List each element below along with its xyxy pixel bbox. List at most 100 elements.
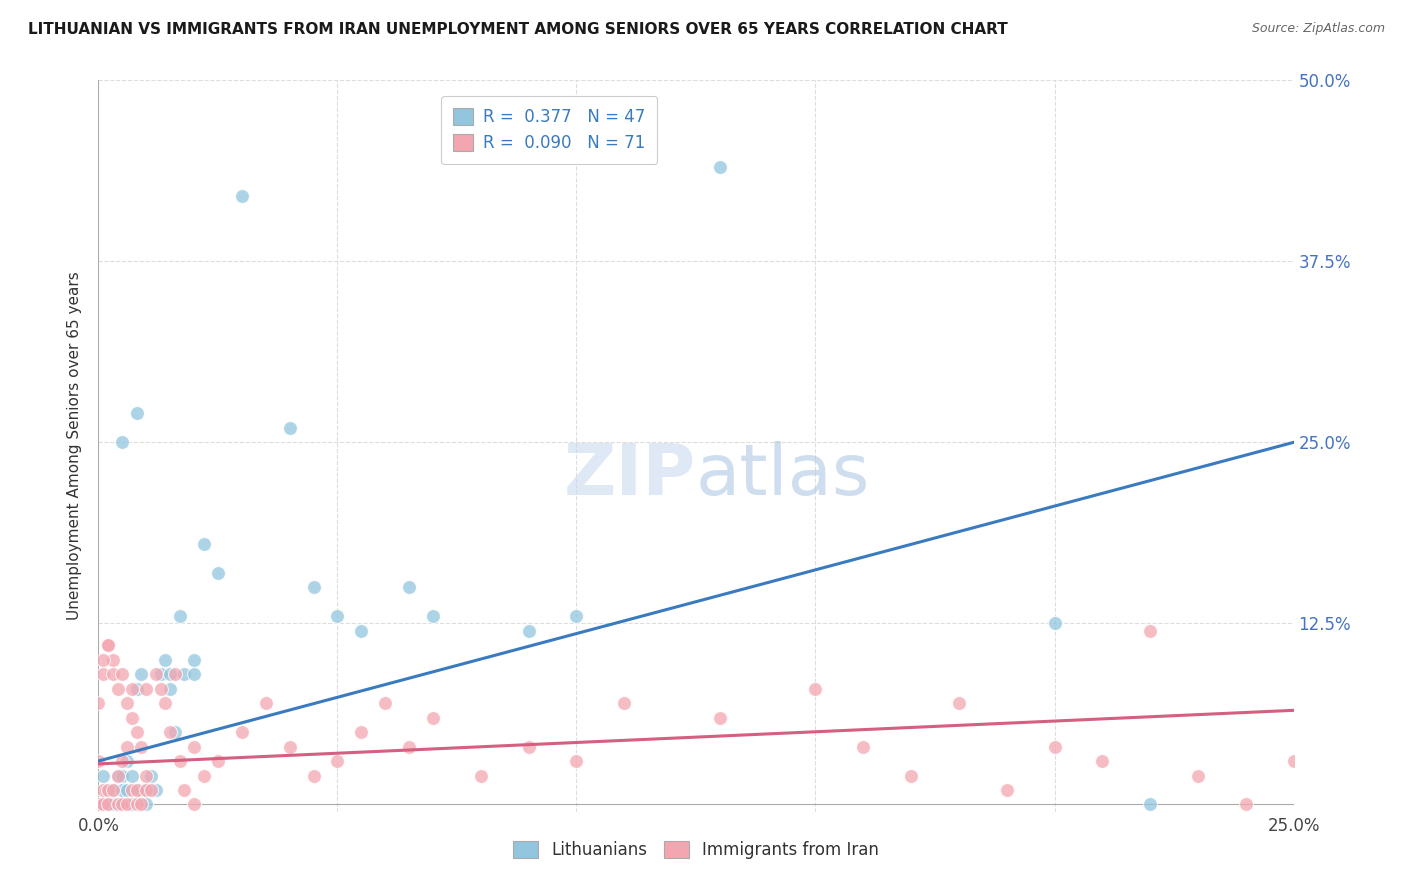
Point [278, 421, 301, 435]
Point [517, 624, 540, 638]
Point [91, 797, 114, 812]
Point [97, 797, 120, 812]
Point [115, 754, 138, 768]
Point [101, 653, 124, 667]
Point [804, 681, 827, 696]
Point [97, 783, 120, 797]
Point [111, 797, 134, 812]
Point [183, 739, 205, 754]
Point [193, 768, 215, 782]
Point [135, 768, 157, 782]
Legend: Lithuanians, Immigrants from Iran: Lithuanians, Immigrants from Iran [506, 834, 886, 865]
Point [565, 609, 588, 624]
Point [125, 681, 148, 696]
Point [155, 696, 177, 710]
Point [149, 667, 172, 681]
Point [1043, 616, 1066, 631]
Point [159, 725, 181, 739]
Point [91, 667, 114, 681]
Point [115, 696, 138, 710]
Point [159, 667, 181, 681]
Point [169, 609, 191, 624]
Point [125, 725, 148, 739]
Point [422, 609, 444, 624]
Point [163, 725, 186, 739]
Point [131, 739, 153, 754]
Point [121, 681, 143, 696]
Point [183, 797, 205, 812]
Point [111, 783, 134, 797]
Point [145, 783, 167, 797]
Point [398, 739, 420, 754]
Point [97, 797, 120, 812]
Point [183, 653, 205, 667]
Point [1234, 797, 1257, 812]
Point [326, 754, 349, 768]
Point [91, 783, 114, 797]
Point [111, 754, 134, 768]
Point [1187, 768, 1209, 782]
Point [159, 681, 181, 696]
Point [565, 754, 588, 768]
Point [97, 638, 120, 652]
Point [207, 566, 229, 580]
Point [1139, 624, 1161, 638]
Point [107, 681, 129, 696]
Point [87, 754, 110, 768]
Point [1043, 739, 1066, 754]
Point [163, 667, 186, 681]
Point [115, 797, 138, 812]
Point [254, 696, 277, 710]
Point [101, 797, 124, 812]
Text: Source: ZipAtlas.com: Source: ZipAtlas.com [1251, 22, 1385, 36]
Point [302, 768, 325, 782]
Point [107, 797, 129, 812]
Point [1091, 754, 1114, 768]
Point [101, 783, 124, 797]
Point [121, 797, 143, 812]
Point [125, 406, 148, 420]
Point [107, 768, 129, 782]
Point [398, 580, 420, 594]
Point [231, 725, 253, 739]
Point [111, 768, 134, 782]
Point [101, 783, 124, 797]
Point [91, 797, 114, 812]
Point [135, 783, 157, 797]
Point [995, 783, 1018, 797]
Point [173, 783, 195, 797]
Point [278, 739, 301, 754]
Point [900, 768, 922, 782]
Point [131, 783, 153, 797]
Point [207, 754, 229, 768]
Point [115, 739, 138, 754]
Point [101, 667, 124, 681]
Point [183, 667, 205, 681]
Point [87, 696, 110, 710]
Point [231, 189, 253, 203]
Point [1282, 754, 1305, 768]
Point [131, 797, 153, 812]
Point [852, 739, 875, 754]
Point [145, 667, 167, 681]
Point [121, 768, 143, 782]
Point [87, 797, 110, 812]
Point [374, 696, 396, 710]
Point [121, 710, 143, 724]
Point [155, 653, 177, 667]
Point [709, 710, 731, 724]
Point [91, 653, 114, 667]
Text: LITHUANIAN VS IMMIGRANTS FROM IRAN UNEMPLOYMENT AMONG SENIORS OVER 65 YEARS CORR: LITHUANIAN VS IMMIGRANTS FROM IRAN UNEMP… [28, 22, 1008, 37]
Point [326, 609, 349, 624]
Point [517, 739, 540, 754]
Point [149, 681, 172, 696]
Point [111, 667, 134, 681]
Text: atlas: atlas [696, 441, 870, 509]
Point [173, 667, 195, 681]
Point [422, 710, 444, 724]
Point [107, 768, 129, 782]
Point [125, 797, 148, 812]
Point [91, 768, 114, 782]
Point [613, 696, 636, 710]
Point [97, 783, 120, 797]
